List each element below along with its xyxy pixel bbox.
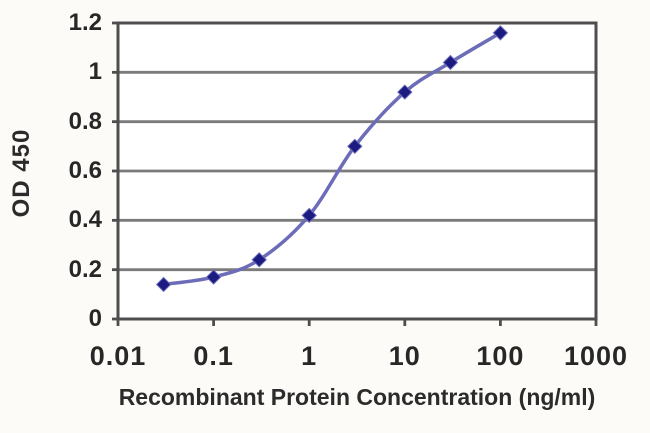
data-point-marker-4 xyxy=(347,138,363,155)
y-tick-label-0.4: 0.4 xyxy=(68,206,102,234)
data-point-marker-1 xyxy=(205,269,222,285)
x-tick-label-1000: 1000 xyxy=(563,341,629,371)
x-tick-label-100: 100 xyxy=(476,341,525,371)
y-tick-label-0: 0 xyxy=(88,305,102,332)
series-line xyxy=(161,31,503,287)
y-tick-label-0.6: 0.6 xyxy=(68,157,102,184)
x-tick-label-1: 1 xyxy=(301,341,318,371)
data-point-marker-0 xyxy=(155,276,172,293)
data-point-marker-7 xyxy=(492,25,509,41)
y-tick-label-1: 1 xyxy=(88,58,102,86)
data-point-marker-5 xyxy=(397,84,413,100)
x-tick-label-0.01: 0.01 xyxy=(89,341,147,371)
x-tick-label-0.1: 0.1 xyxy=(193,341,234,371)
y-tick-label-0.2: 0.2 xyxy=(68,255,102,283)
y-tick-label-1.2: 1.2 xyxy=(68,9,102,36)
data-point-marker-2 xyxy=(251,252,267,268)
data-point-marker-6 xyxy=(442,54,459,71)
x-tick-label-10: 10 xyxy=(388,341,421,371)
data-point-marker-3 xyxy=(301,207,317,224)
y-tick-label-0.8: 0.8 xyxy=(68,107,102,135)
plot-border xyxy=(116,21,598,321)
x-axis-title: Recombinant Protein Concentration (ng/ml… xyxy=(118,384,596,410)
